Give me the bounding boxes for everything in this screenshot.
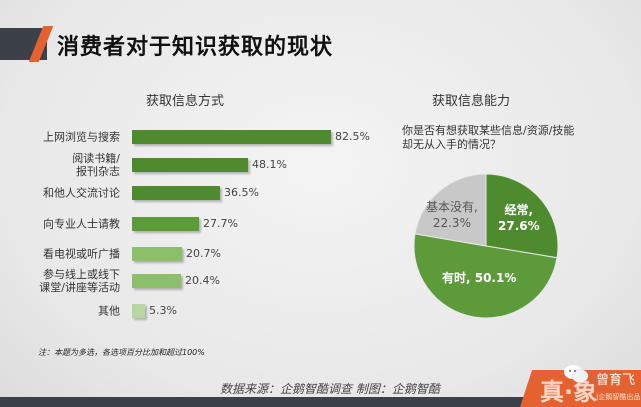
bar-value: 27.7% [203,217,238,230]
bar-value: 36.5% [224,186,259,199]
bar [132,274,181,288]
pie-question-line1: 你是否有想获取某些信息/资源/技能 [402,124,575,137]
bar-label: 向专业人士请教 [43,217,120,231]
pie-slice [485,173,559,259]
bar-value: 20.7% [186,247,221,260]
pie-label-sometimes: 有时, 50.1% [442,271,517,285]
bar-label: 和他人交流讨论 [43,186,120,200]
pie-question-line2: 却无从入手的情况？ [402,138,501,151]
bar [132,186,220,200]
bar-value: 20.4% [185,274,220,287]
page-title: 消费者对于知识获取的现状 [57,35,334,60]
pie-chart-title: 获取信息能力 [432,94,511,109]
bar-row: 阅读书籍/报刊杂志 48.1% [0,152,400,178]
bar-chart-title: 获取信息方式 [146,94,225,109]
bar [132,304,145,318]
bar-label: 参与线上或线下 课堂/讲座等活动 [39,268,120,294]
bar-row: 其他 5.3% [0,300,400,322]
bar-label: 看电视或听广播 [43,247,120,261]
bar [132,217,199,231]
pie-question: 你是否有想获取某些信息/资源/技能 却无从入手的情况？ [402,124,574,152]
pie-slice [413,233,558,319]
bar [132,130,331,144]
bar-row: 向专业人士请教 27.7% [0,213,400,235]
bar-label: 阅读书籍/报刊杂志 [72,152,120,178]
brand-badge-author: 曾育飞 [596,373,636,388]
pie-chart: 经常, 27.6% 基本没有, 22.3% 有时, 50.1% [412,172,560,320]
bar [132,247,182,261]
bar-value: 48.1% [252,158,287,171]
pie-svg [413,173,559,319]
bar-row: 和他人交流讨论 36.5% [0,182,400,204]
bar-label: 其他 [98,304,120,318]
pie-label-often-value: 27.6% [498,219,540,233]
wechat-icon [564,365,589,383]
pie-label-rarely: 基本没有, 22.3% [426,199,478,231]
brand-badge-logo-text: 真·象 [540,378,598,406]
data-source: 数据来源：企鹅智酷调查 制图：企鹅智酷 [220,382,440,396]
pie-label-rarely-value: 22.3% [432,216,471,230]
bar-row: 看电视或听广播 20.7% [0,243,400,265]
bar [132,158,248,172]
bar-row: 参与线上或线下 课堂/讲座等活动 20.4% [0,268,400,294]
bar-label: 上网浏览与搜索 [43,130,120,144]
brand-badge-subtitle: |企鹅智酷出品 [596,393,641,401]
pie-label-rarely-name: 基本没有, [426,200,478,214]
bottom-bar [0,397,641,407]
pie-label-often: 经常, 27.6% [498,202,540,234]
pie-label-often-name: 经常, [504,203,534,217]
bar-row: 上网浏览与搜索 82.5% [0,126,400,148]
bar-value: 5.3% [149,304,177,317]
footnote: 注：本题为多选，各选项百分比加和超过100% [38,348,205,357]
pie-slice [414,173,487,247]
bar-value: 82.5% [335,130,370,143]
